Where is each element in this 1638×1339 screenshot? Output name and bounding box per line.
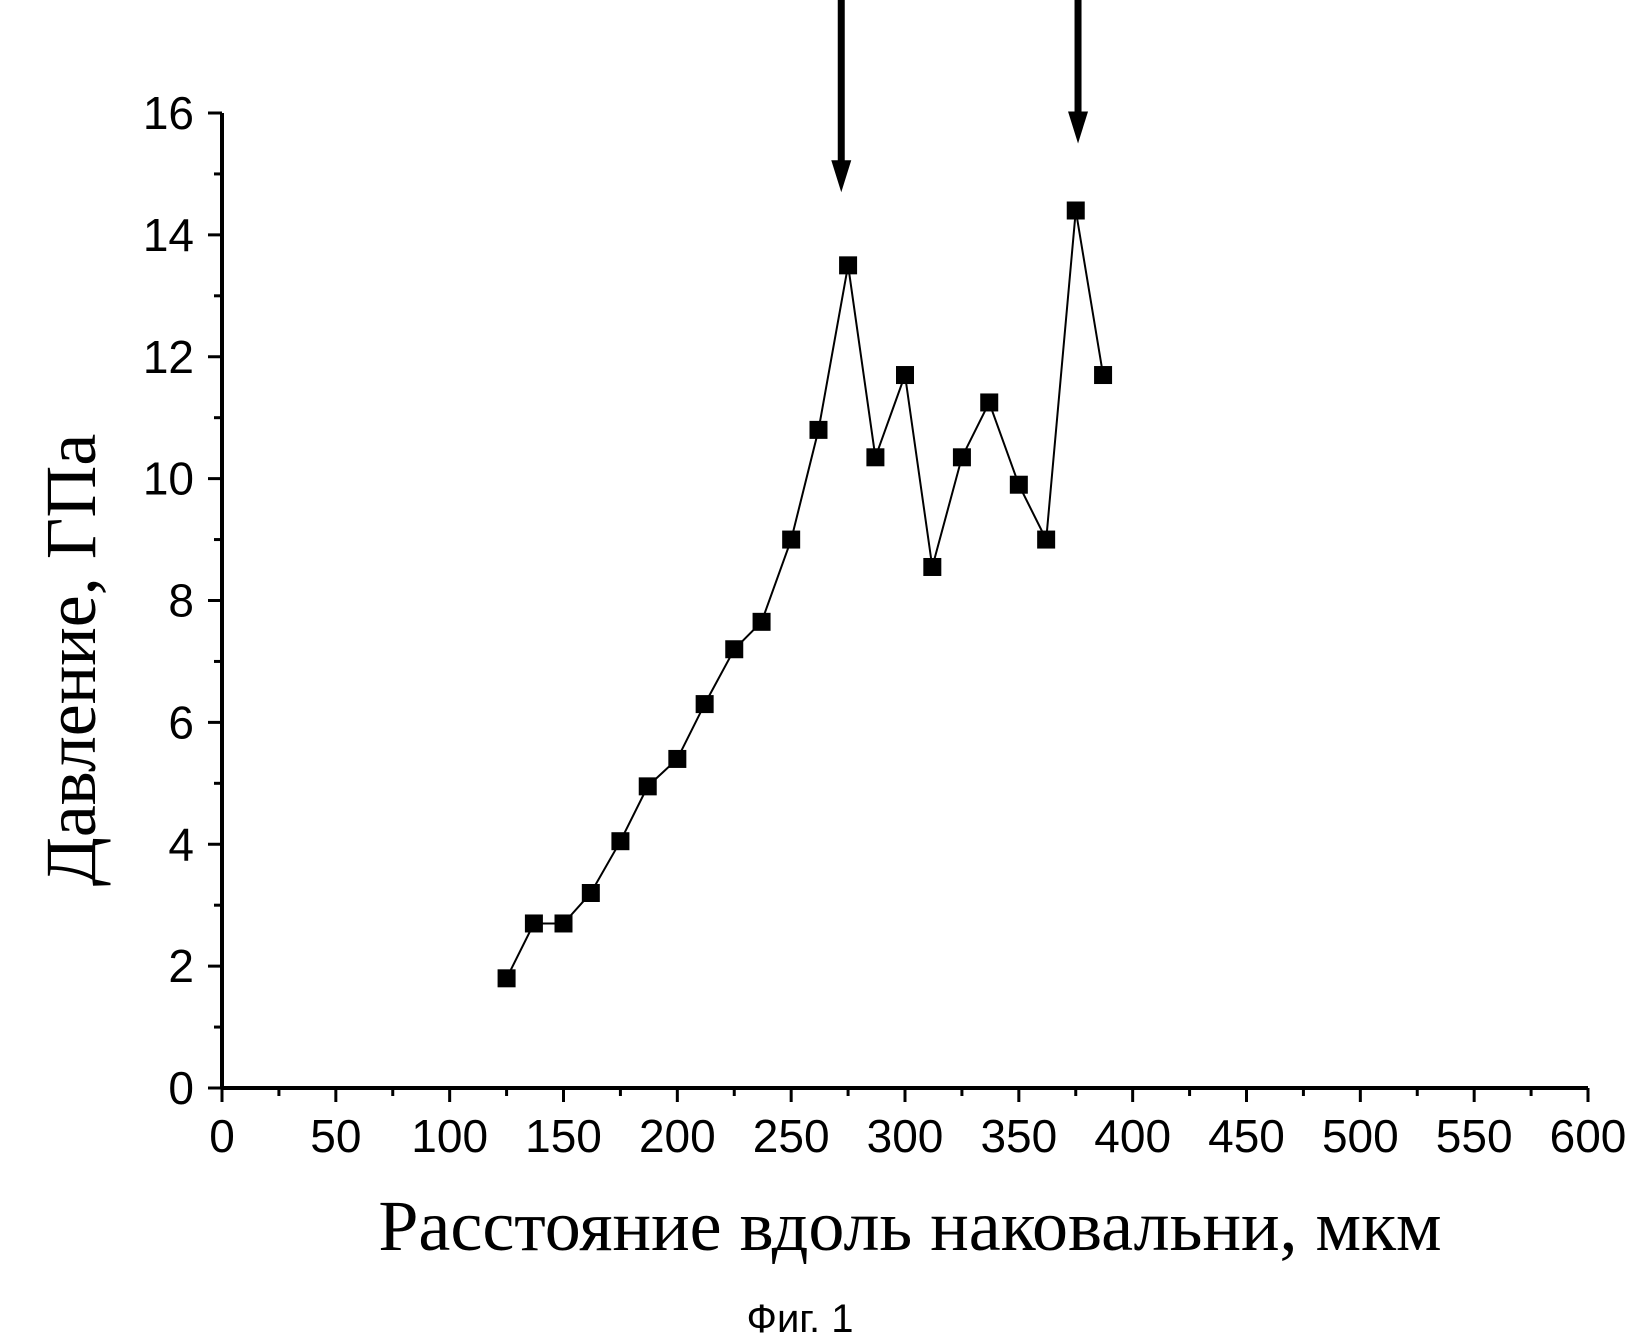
y-tick-label: 12 [143, 331, 194, 383]
annotation-arrows [831, 0, 1088, 192]
data-point [639, 777, 657, 795]
data-point [980, 393, 998, 411]
y-axis-title: Давление, ГПа [31, 434, 111, 887]
y-tick-label: 10 [143, 453, 194, 505]
data-series [498, 202, 1112, 988]
data-point [696, 695, 714, 713]
data-point [525, 914, 543, 932]
data-point [611, 832, 629, 850]
arrow-head [1068, 111, 1088, 143]
x-tick-label: 450 [1208, 1110, 1285, 1162]
y-tick-label: 0 [168, 1062, 194, 1114]
data-point [498, 969, 516, 987]
x-tick-label: 600 [1550, 1110, 1627, 1162]
data-point [782, 531, 800, 549]
arrow-head [831, 160, 851, 192]
x-tick-label: 550 [1436, 1110, 1513, 1162]
x-tick-label: 250 [753, 1110, 830, 1162]
data-point [1010, 476, 1028, 494]
y-tick-label: 6 [168, 696, 194, 748]
y-tick-label: 4 [168, 818, 194, 870]
tick-labels: 0 50 100 150 200 250 300 350 400 450 500 550 600 0 2 4 6… [143, 87, 1627, 1162]
y-tick-label: 14 [143, 209, 194, 261]
data-point [668, 750, 686, 768]
figure-caption: Фиг. 1 [747, 1297, 854, 1339]
data-point [555, 914, 573, 932]
data-point [953, 448, 971, 466]
series-line [507, 211, 1104, 979]
x-axis-title: Расстояние вдоль наковальни, мкм [378, 1186, 1441, 1266]
x-tick-label: 0 [209, 1110, 235, 1162]
data-point [753, 613, 771, 631]
x-tick-label: 150 [525, 1110, 602, 1162]
data-point [809, 421, 827, 439]
data-point [1067, 202, 1085, 220]
data-point [582, 884, 600, 902]
x-tick-label: 400 [1094, 1110, 1171, 1162]
data-point [1094, 366, 1112, 384]
data-point [866, 448, 884, 466]
y-tick-label: 8 [168, 575, 194, 627]
data-point [896, 366, 914, 384]
ticks [208, 113, 1588, 1102]
x-tick-label: 300 [867, 1110, 944, 1162]
data-point [1037, 531, 1055, 549]
data-point [923, 558, 941, 576]
x-tick-label: 50 [310, 1110, 361, 1162]
y-tick-label: 16 [143, 87, 194, 139]
x-tick-label: 100 [411, 1110, 488, 1162]
x-tick-label: 350 [980, 1110, 1057, 1162]
y-tick-label: 2 [168, 940, 194, 992]
data-point [725, 640, 743, 658]
axes [222, 113, 1588, 1088]
data-point [839, 256, 857, 274]
x-tick-label: 500 [1322, 1110, 1399, 1162]
x-tick-label: 200 [639, 1110, 716, 1162]
